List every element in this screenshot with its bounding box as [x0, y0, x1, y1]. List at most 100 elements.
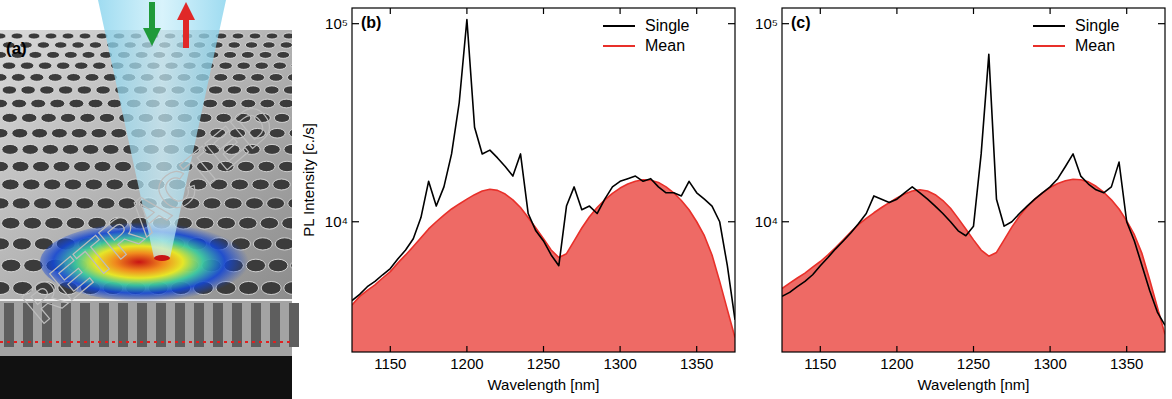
sem-hole	[266, 33, 278, 39]
x-axis-title: Wavelength [nm]	[488, 376, 600, 393]
x-tick	[696, 8, 697, 14]
x-tick	[896, 346, 897, 352]
legend-label: Mean	[645, 37, 685, 54]
sem-hole-section	[80, 303, 90, 347]
sem-hole-section	[175, 303, 185, 347]
y-tick-label: 10⁴	[755, 213, 778, 230]
sem-hole	[237, 62, 251, 69]
sem-hole	[217, 217, 236, 229]
panel-label: (a)	[6, 39, 27, 58]
x-tick	[466, 346, 467, 352]
sem-hole	[203, 99, 218, 108]
emission-arrow-head	[177, 2, 195, 20]
sem-hole	[21, 113, 37, 122]
x-tick-label: 1150	[804, 355, 836, 372]
area-fill	[782, 179, 1165, 352]
sem-hole	[253, 238, 272, 250]
sem-hole	[239, 217, 258, 229]
legend-swatch	[1033, 25, 1065, 27]
sem-hole-section	[194, 303, 204, 347]
sem-hole	[30, 74, 44, 82]
sem-hole	[72, 42, 85, 48]
sem-hole	[20, 62, 34, 69]
x-tick-label: 1300	[1033, 355, 1066, 372]
sem-hole	[60, 113, 76, 122]
sem-hole	[54, 42, 67, 48]
x-tick	[820, 346, 821, 352]
x-tick	[543, 346, 544, 352]
sem-hole	[287, 74, 292, 82]
sem-hole	[258, 161, 275, 171]
y-tick	[782, 221, 789, 222]
sem-hole	[50, 99, 65, 108]
plot-data	[782, 54, 1165, 352]
sem-hole	[37, 42, 50, 48]
plot-data	[352, 19, 735, 352]
focus-spot	[154, 255, 170, 261]
figure: RETRACTED(a)1150120012501300135010⁴10⁵Wa…	[0, 0, 1172, 399]
sem-hole	[71, 128, 87, 138]
sem-hole	[33, 161, 50, 171]
sem-hole	[12, 99, 27, 108]
sem-hole-section	[251, 303, 261, 347]
sem-hole	[277, 51, 290, 58]
sem-hole	[62, 144, 79, 154]
sem-hole	[55, 198, 73, 209]
sem-hole	[51, 128, 67, 138]
sem-hole	[245, 42, 258, 48]
x-tick	[1126, 346, 1127, 352]
y-tick-label: 10⁵	[755, 15, 778, 32]
sem-hole	[214, 74, 228, 82]
sem-hole	[208, 86, 223, 94]
sem-hole	[291, 62, 292, 69]
sem-hole	[2, 113, 18, 122]
sem-hole	[91, 128, 107, 138]
sem-hole	[232, 74, 246, 82]
sem-hole	[69, 99, 84, 108]
y-tick	[728, 23, 735, 24]
x-tick-label: 1350	[1110, 355, 1143, 372]
sem-hole	[53, 161, 70, 171]
sem-hole-section	[232, 303, 242, 347]
sem-hole	[227, 86, 242, 94]
sem-hole	[106, 179, 124, 190]
x-tick	[390, 8, 391, 14]
excitation-arrow-shaft	[149, 2, 155, 30]
sem-hole	[252, 179, 270, 190]
sem-hole-section	[99, 303, 109, 347]
sem-hole	[251, 74, 265, 82]
sem-hole	[283, 33, 292, 39]
legend-swatch	[603, 25, 635, 27]
sem-hole	[12, 128, 28, 138]
sem-hole	[228, 42, 241, 48]
y-tick	[728, 221, 735, 222]
y-axis-title: PL Intensity [c./s]	[300, 123, 317, 237]
sem-hole	[88, 99, 103, 108]
sem-hole	[99, 113, 115, 122]
sem-hole	[283, 86, 292, 94]
sem-hole-section	[289, 303, 299, 347]
sem-hole	[288, 198, 292, 209]
sem-hole	[111, 128, 127, 138]
sem-hole	[96, 86, 111, 94]
x-tick	[896, 8, 897, 14]
legend-label: Single	[1075, 17, 1120, 34]
sem-hole	[255, 62, 269, 69]
sem-hole	[232, 33, 244, 39]
y-tick-label: 10⁵	[325, 15, 348, 32]
sem-hole	[267, 198, 285, 209]
sem-hole	[279, 161, 293, 171]
y-tick	[352, 221, 359, 222]
series-line	[352, 19, 735, 319]
sem-hole	[89, 42, 102, 48]
panel-label: (c)	[791, 14, 811, 31]
sem-hole	[66, 217, 85, 229]
sem-hole	[76, 198, 94, 209]
sem-hole	[22, 144, 38, 154]
area-line	[782, 179, 1165, 334]
y-tick	[1158, 221, 1165, 222]
sem-hole	[241, 51, 254, 58]
sem-hole	[259, 51, 272, 58]
excitation-arrow	[143, 2, 161, 46]
sem-hole	[284, 144, 292, 154]
